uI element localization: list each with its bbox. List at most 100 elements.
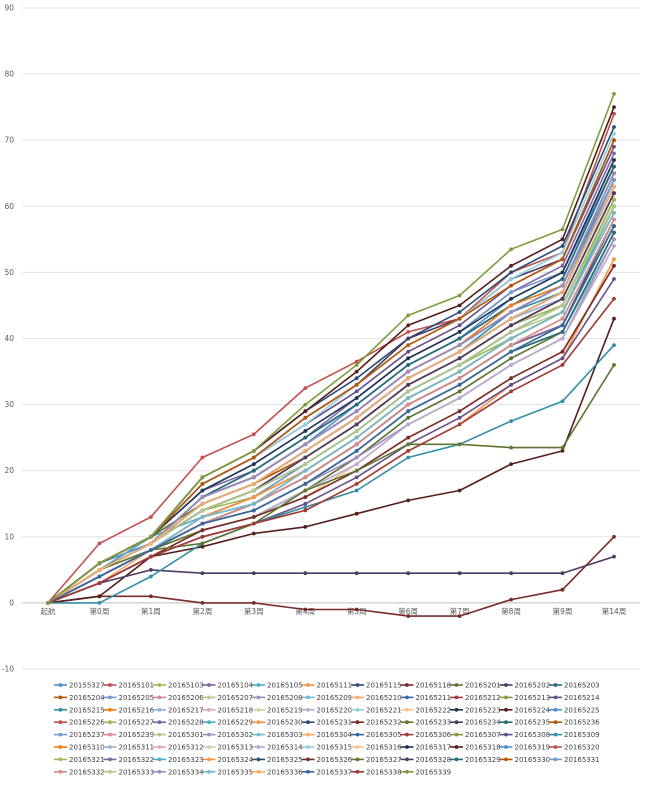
data-point: [303, 422, 308, 427]
data-point: [612, 111, 616, 116]
data-point: [200, 601, 205, 605]
data-point: [303, 402, 308, 407]
legend-label: 20165231: [317, 719, 353, 727]
data-point: [303, 455, 308, 460]
data-point: [509, 356, 513, 361]
legend-marker: [504, 707, 508, 712]
y-tick-label: 90: [4, 4, 14, 13]
series-line: [47, 225, 615, 604]
data-point: [612, 230, 616, 235]
data-point: [457, 316, 462, 321]
legend-label: 20165239: [119, 731, 155, 739]
legend-item: 20165333: [103, 768, 154, 776]
data-point: [303, 409, 308, 414]
data-point: [457, 356, 462, 361]
data-point: [200, 534, 205, 539]
legend-item: 20165232: [351, 719, 402, 727]
legend-item: 20165213: [499, 694, 551, 702]
legend-item: 20165337: [301, 768, 352, 776]
legend-item: 20165204: [54, 694, 105, 702]
legend-item: 20165316: [351, 744, 402, 752]
legend-marker: [454, 732, 459, 737]
legend-marker: [108, 757, 112, 762]
data-point: [612, 197, 616, 202]
series-line: [47, 192, 615, 604]
legend-item: 20165326: [301, 756, 353, 764]
y-tick-label: 80: [4, 70, 14, 79]
legend-item: 20165317: [400, 744, 452, 752]
legend-marker: [306, 720, 310, 725]
data-point: [612, 171, 616, 176]
legend-label: 20165327: [366, 756, 402, 764]
data-point: [560, 336, 565, 341]
y-tick-label: 20: [4, 466, 14, 475]
y-tick-label: 10: [4, 532, 14, 541]
legend-marker: [256, 695, 261, 700]
data-point: [303, 482, 308, 486]
data-point: [560, 363, 565, 367]
data-point: [303, 505, 308, 509]
legend-label: 20165304: [317, 731, 353, 739]
legend-label: 20165104: [218, 682, 254, 690]
legend-label: 20165318: [465, 744, 501, 752]
legend-marker: [355, 720, 360, 725]
legend-marker: [108, 732, 112, 737]
series-line: [47, 192, 615, 604]
data-point: [612, 277, 616, 281]
data-point: [560, 257, 565, 262]
data-point: [560, 263, 565, 268]
series-20165312: [46, 191, 616, 605]
legend-item: 20165331: [549, 756, 600, 764]
series-20165236: [46, 191, 616, 605]
data-point: [457, 336, 462, 341]
data-point: [149, 594, 153, 599]
legend-marker: [108, 769, 112, 774]
data-point: [406, 356, 411, 361]
data-point: [612, 125, 616, 129]
data-point: [612, 343, 616, 347]
data-point: [97, 574, 102, 579]
legend-label: 20165334: [168, 768, 204, 776]
legend-item: 20165220: [301, 706, 352, 714]
data-point: [251, 601, 256, 605]
legend-marker: [553, 745, 558, 749]
y-tick-label: -10: [2, 665, 14, 674]
data-point: [560, 399, 565, 404]
legend-label: 20165319: [515, 744, 551, 752]
legend-label: 20165323: [168, 756, 204, 764]
legend-marker: [454, 683, 459, 687]
data-point: [509, 376, 513, 381]
series-line: [47, 192, 615, 604]
legend-marker: [553, 732, 558, 737]
legend-marker: [207, 683, 211, 687]
legend-item: 20165231: [301, 719, 353, 727]
legend-marker: [405, 695, 409, 700]
series-line: [48, 344, 615, 604]
legend-item: 20165324: [202, 756, 254, 764]
data-point: [560, 356, 565, 361]
data-point: [406, 323, 411, 328]
data-point: [251, 468, 256, 473]
legend-marker: [553, 757, 558, 762]
legend-label: 20165203: [564, 682, 600, 690]
data-point: [612, 554, 616, 559]
data-point: [612, 158, 616, 162]
data-point: [406, 389, 411, 394]
legend-item: 20155327: [54, 682, 105, 690]
legend-marker: [256, 732, 261, 737]
data-point: [560, 283, 565, 288]
series-line: [47, 186, 615, 604]
legend-item: 20165208: [252, 694, 303, 702]
legend-label: 20165221: [366, 706, 402, 714]
legend-label: 20165213: [515, 694, 551, 702]
data-point: [612, 217, 616, 222]
y-tick-label: 0: [9, 598, 14, 607]
data-point: [303, 449, 308, 453]
data-point: [303, 429, 308, 433]
legend-item: 20165104: [202, 682, 254, 690]
series-line: [47, 192, 615, 604]
data-point: [354, 511, 359, 516]
legend-item: 20165318: [450, 744, 501, 752]
legend-label: 20165317: [416, 744, 452, 752]
legend-marker: [108, 683, 112, 687]
